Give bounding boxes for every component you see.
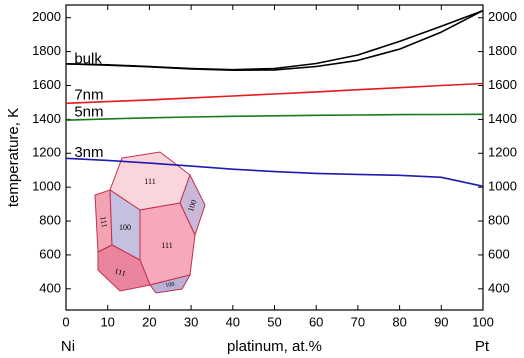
x-tick-label: 50 xyxy=(267,314,281,329)
x-axis-label: platinum, at.% xyxy=(227,338,322,355)
corner-label: Ni xyxy=(61,338,75,355)
x-tick-label: 60 xyxy=(309,314,323,329)
y2-tick-label: 1400 xyxy=(488,111,517,126)
series-label: 7nm xyxy=(74,87,103,104)
corner-label: Pt xyxy=(475,338,490,355)
y2-tick-label: 1800 xyxy=(488,43,517,58)
x-tick-label: 90 xyxy=(434,314,448,329)
y2-tick-label: 600 xyxy=(488,246,510,261)
y-axis-label: temperature, K xyxy=(5,108,22,207)
y-tick-label: 1800 xyxy=(32,43,61,58)
y-tick-label: 1400 xyxy=(32,111,61,126)
x-tick-label: 100 xyxy=(472,314,494,329)
x-tick-label: 80 xyxy=(392,314,406,329)
x-tick-label: 40 xyxy=(226,314,240,329)
x-tick-label: 70 xyxy=(351,314,365,329)
face-label: 100 xyxy=(165,282,175,289)
x-tick-label: 10 xyxy=(100,314,114,329)
face-label: 111 xyxy=(113,267,126,279)
series-label: bulk xyxy=(74,51,102,68)
series-line xyxy=(65,113,484,121)
series-line xyxy=(65,82,484,105)
face-label: 100 xyxy=(119,223,131,232)
y-tick-label: 1000 xyxy=(32,179,61,194)
y2-tick-label: 800 xyxy=(488,212,510,227)
y2-tick-label: 1200 xyxy=(488,145,517,160)
face-label: 100 xyxy=(186,199,199,213)
y-tick-label: 2000 xyxy=(32,9,61,24)
inset-polyhedron xyxy=(94,151,206,294)
face xyxy=(149,274,192,294)
series-label: 3nm xyxy=(74,144,103,161)
series-line xyxy=(65,157,484,188)
x-tick-label: 20 xyxy=(142,314,156,329)
y-tick-label: 1600 xyxy=(32,77,61,92)
y2-tick-label: 1600 xyxy=(488,77,517,92)
x-tick-label: 30 xyxy=(184,314,198,329)
y2-tick-label: 1000 xyxy=(488,179,517,194)
y-tick-label: 400 xyxy=(39,280,61,295)
face-label: 111 xyxy=(161,241,172,250)
series-line xyxy=(65,9,484,71)
y-tick-label: 600 xyxy=(39,246,61,261)
face-label: 111 xyxy=(98,215,109,228)
y-tick-label: 800 xyxy=(39,212,61,227)
y-tick-label: 1200 xyxy=(32,145,61,160)
y2-tick-label: 2000 xyxy=(488,9,517,24)
face-label: 111 xyxy=(144,177,155,186)
series-label: 5nm xyxy=(74,104,103,121)
y2-tick-label: 400 xyxy=(488,280,510,295)
x-tick-label: 0 xyxy=(62,314,69,329)
